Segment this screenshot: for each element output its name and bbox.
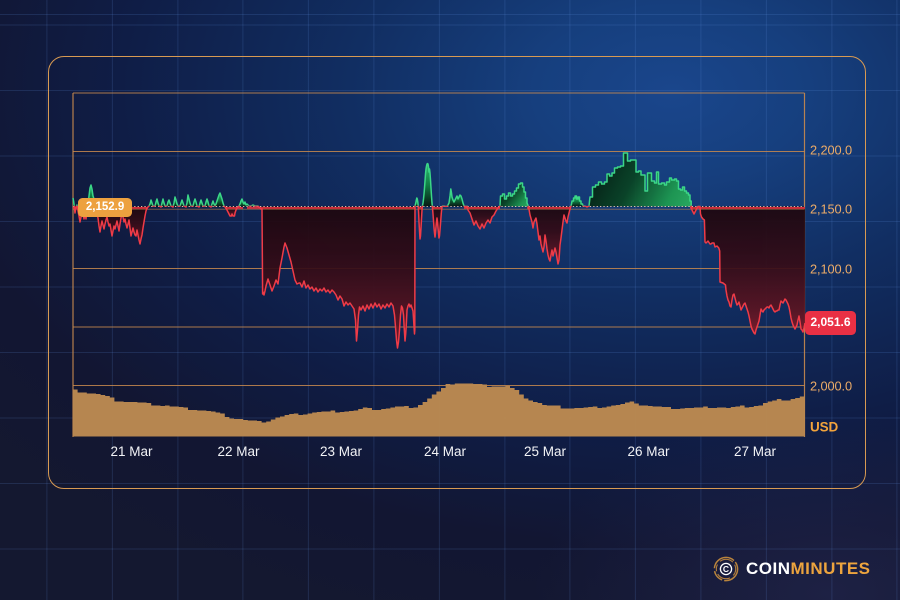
svg-text:C: C bbox=[723, 564, 729, 574]
